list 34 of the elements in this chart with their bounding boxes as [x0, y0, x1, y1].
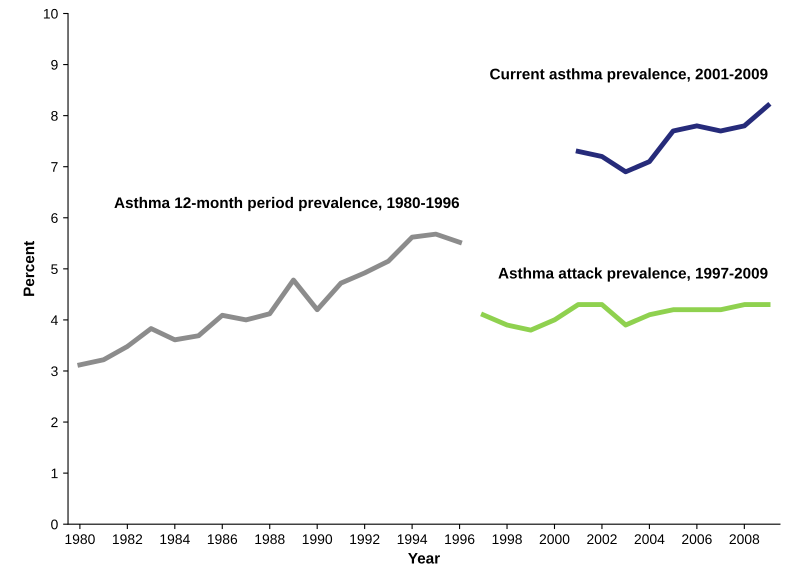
- x-tick-label: 2002: [587, 534, 617, 544]
- series-label: Current asthma prevalence, 2001-2009: [490, 68, 768, 82]
- x-tick-label: 1998: [492, 534, 522, 544]
- y-tick-label: 0: [51, 520, 58, 530]
- y-tick-label: 8: [51, 110, 58, 121]
- x-axis-title: Year: [408, 552, 440, 564]
- line-series: [77, 232, 462, 368]
- y-axis-title: Percent: [24, 241, 34, 296]
- y-tick-label: 4: [50, 315, 58, 325]
- y-tick-label: 10: [44, 8, 58, 19]
- x-tick-label: 2006: [682, 534, 712, 544]
- x-tick-label: 1986: [208, 534, 238, 544]
- y-tick-label: 6: [51, 213, 58, 223]
- y-tick-label: 7: [51, 162, 58, 172]
- x-tick-label: 1988: [255, 534, 285, 544]
- x-tick-label: 1994: [398, 534, 428, 544]
- x-tick-label: 1980: [66, 534, 95, 544]
- x-tick-label: 2000: [540, 534, 570, 544]
- y-tick-label: 1: [52, 468, 58, 478]
- x-tick-label: 1996: [445, 534, 474, 544]
- x-tick-label: 1984: [160, 534, 190, 544]
- series-label: Asthma 12-month period prevalence, 1980-1996: [114, 196, 460, 212]
- x-tick-label: 1990: [302, 534, 332, 544]
- y-tick-label: 2: [51, 417, 58, 428]
- y-tick-label: 9: [51, 60, 58, 70]
- x-tick-label: 1982: [112, 534, 142, 544]
- x-tick-label: 2004: [634, 534, 664, 544]
- y-tick-label: 5: [51, 264, 58, 274]
- line-series: [576, 102, 770, 174]
- series-label: Asthma attack prevalence, 1997-2009: [498, 267, 768, 282]
- x-tick-label: 1992: [350, 534, 380, 544]
- y-tick-label: 3: [51, 366, 58, 376]
- x-tick-label: 2008: [730, 534, 760, 544]
- line-series: [480, 302, 770, 333]
